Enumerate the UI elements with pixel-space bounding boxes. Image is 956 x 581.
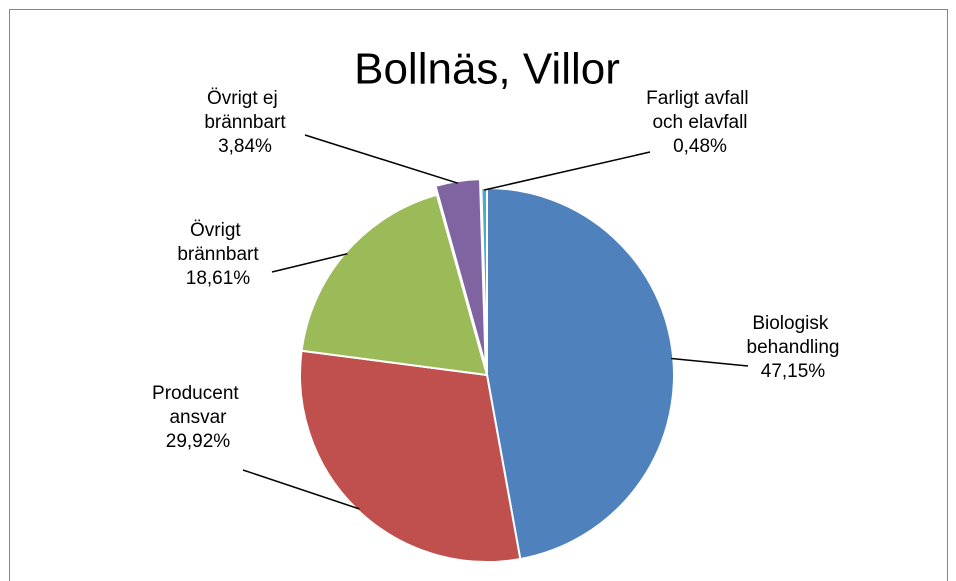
leader-line	[271, 253, 348, 273]
pie-slice	[300, 193, 489, 377]
pie-slice	[480, 186, 488, 376]
leader-line	[671, 357, 749, 367]
data-label-value: 29,92%	[166, 431, 231, 452]
pie-slice	[434, 178, 487, 367]
data-label-value: 3,84%	[218, 136, 272, 157]
data-label-value: 18,61%	[186, 268, 251, 289]
data-label-category: Farligt avfall och elavfall	[646, 88, 754, 133]
data-label-value: 0,48%	[673, 136, 727, 157]
chart-title: Bollnäs, Villor	[354, 45, 620, 94]
leader-line	[242, 469, 360, 510]
data-label-category: Övrigt ej brännbart	[204, 88, 286, 133]
data-label-category: Producent ansvar	[152, 383, 244, 428]
data-label-category: Övrigt brännbart	[177, 220, 259, 265]
data-label-category: Biologisk behandling	[747, 313, 840, 358]
data-label-value: 47,15%	[761, 361, 826, 382]
pie-slice	[299, 349, 522, 563]
leader-line	[304, 134, 459, 184]
leader-line	[484, 151, 651, 191]
